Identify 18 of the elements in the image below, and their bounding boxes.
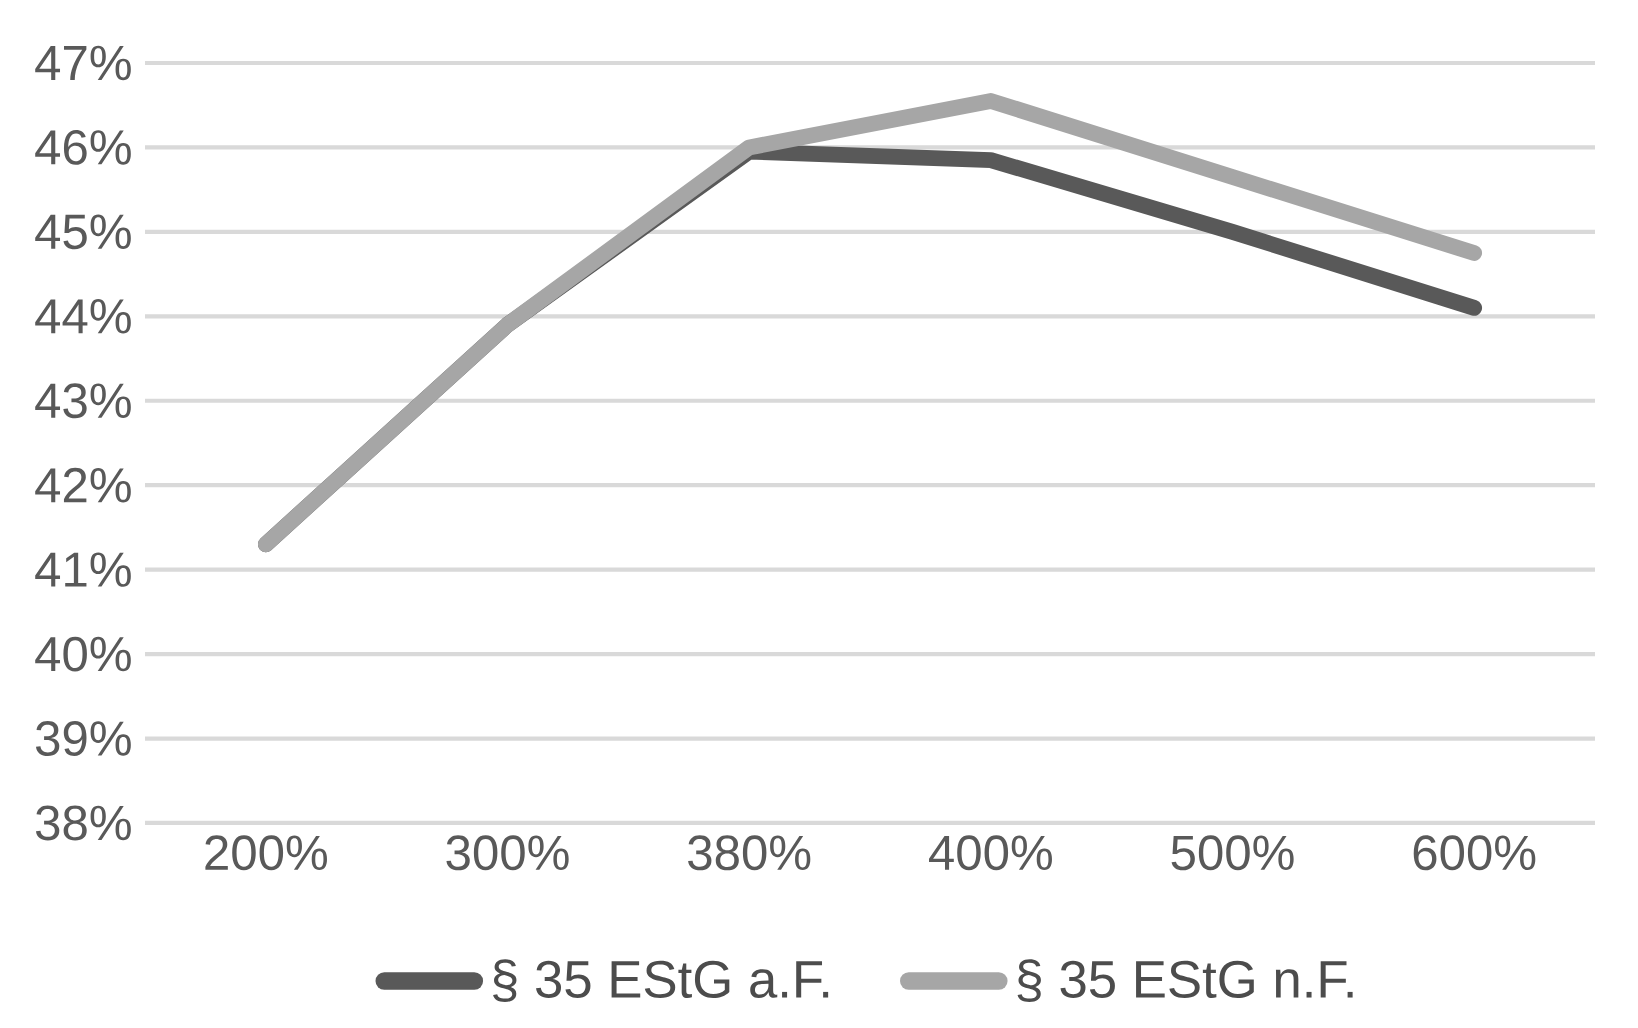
legend-label: § 35 EStG a.F. [493, 959, 829, 1002]
y-tick-label: 47% [35, 45, 131, 81]
y-tick-label: 38% [35, 805, 131, 841]
y-tick-label: 43% [35, 383, 131, 419]
y-tick-label: 46% [35, 129, 131, 165]
legend-label: § 35 EStG n.F. [1017, 959, 1353, 1002]
x-tick-label: 300% [446, 835, 569, 871]
y-tick-label: 40% [35, 636, 131, 672]
y-tick-label: 45% [35, 214, 131, 250]
x-tick-label: 380% [688, 835, 811, 871]
x-tick-label: 500% [1171, 835, 1294, 871]
y-tick-label: 41% [35, 552, 131, 587]
x-tick-label: 400% [929, 835, 1052, 871]
x-tick-label: 600% [1413, 835, 1536, 871]
y-tick-label: 44% [35, 299, 131, 334]
x-tick-label: 200% [205, 835, 327, 871]
y-tick-label: 42% [35, 467, 131, 503]
y-tick-label: 39% [35, 721, 131, 756]
